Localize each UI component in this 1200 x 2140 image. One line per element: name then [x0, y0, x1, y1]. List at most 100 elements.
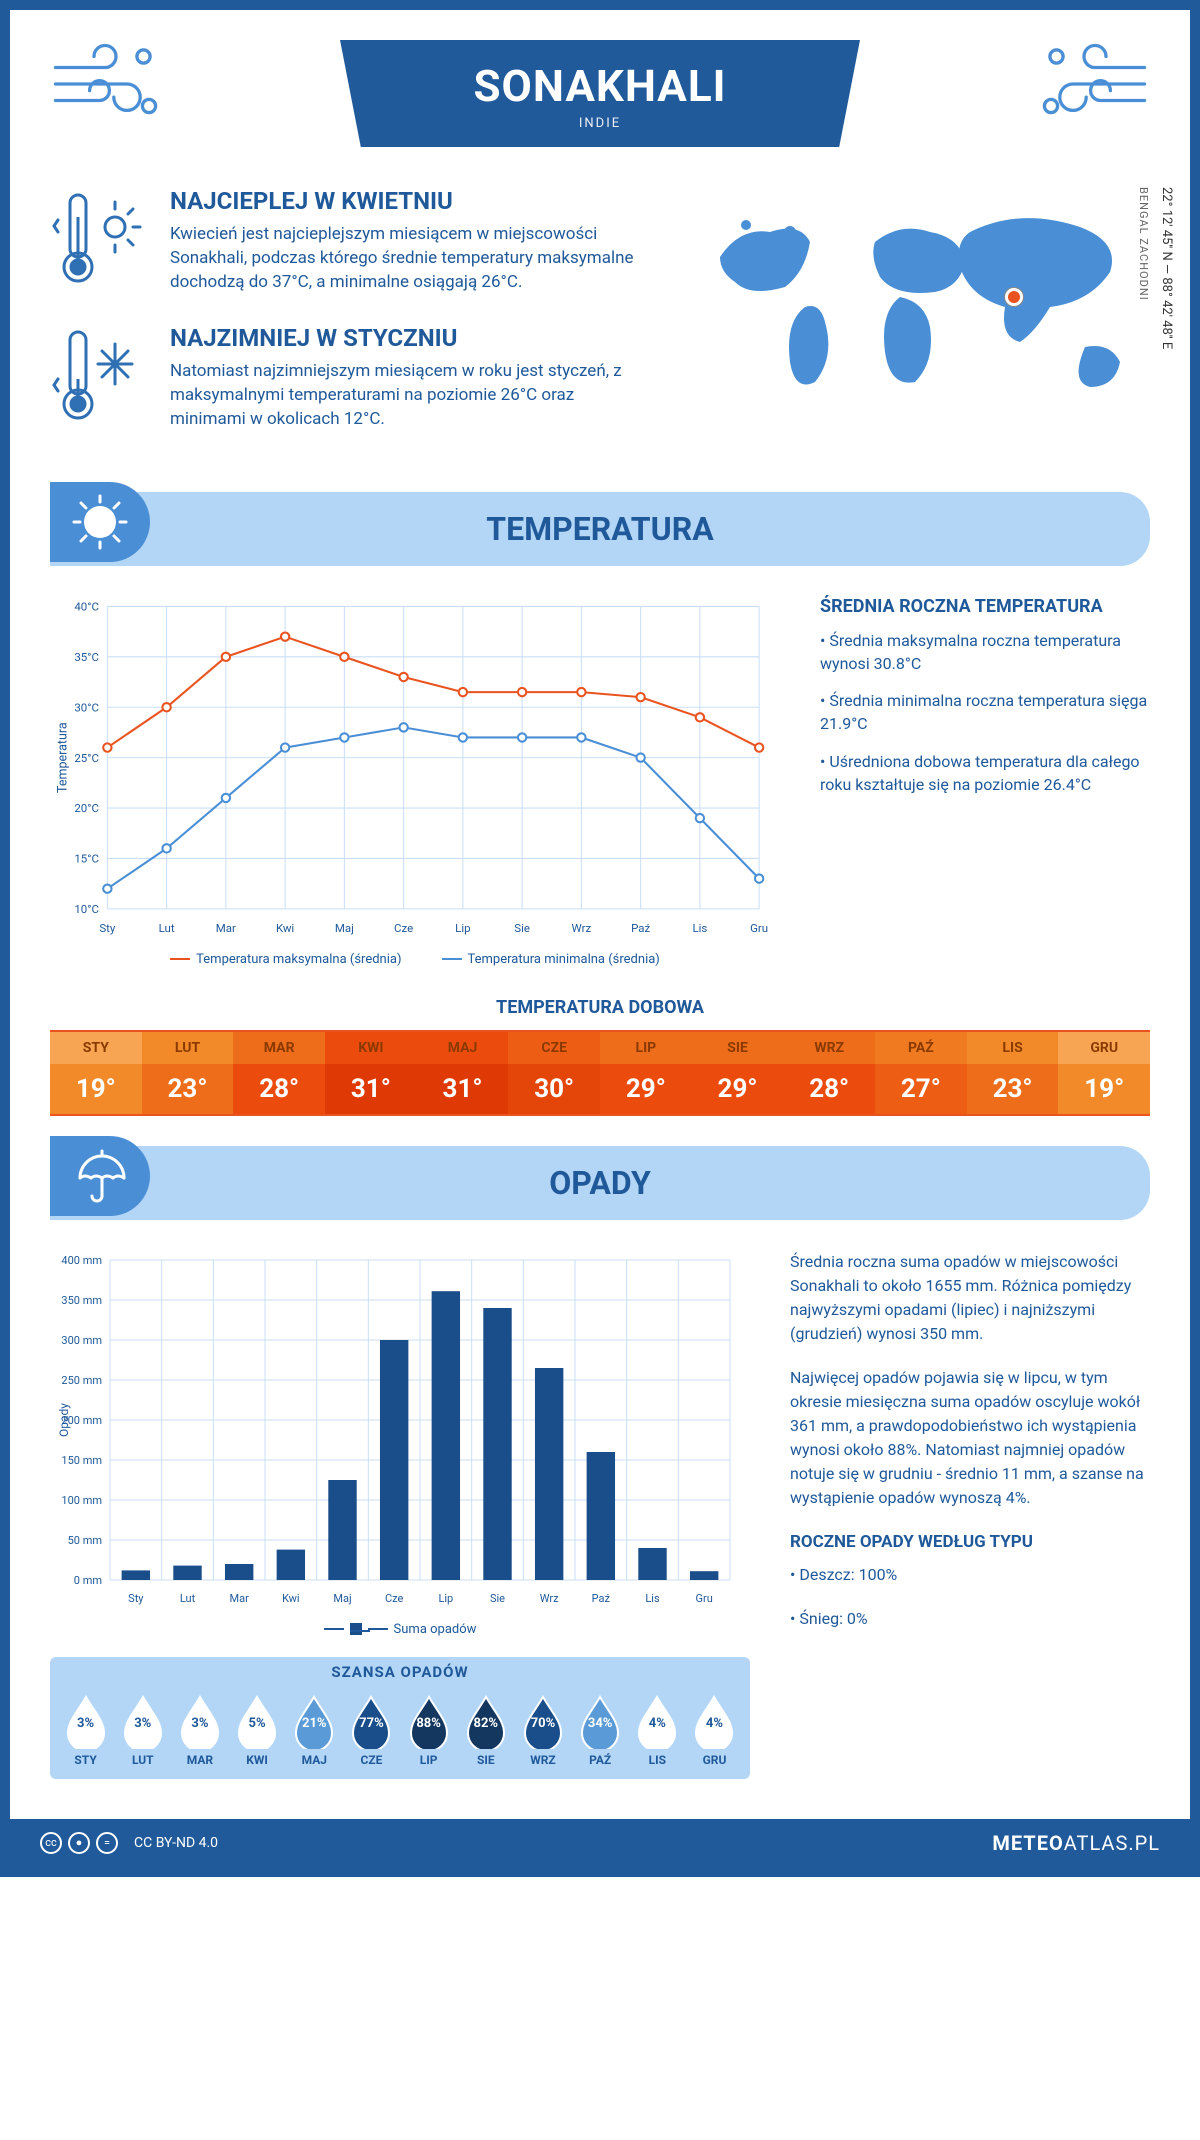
nd-icon: =: [96, 1832, 118, 1854]
svg-text:Sty: Sty: [99, 921, 116, 935]
svg-text:35°C: 35°C: [74, 650, 99, 664]
fact-cold-title: NAJZIMNIEJ W STYCZNIU: [170, 324, 650, 352]
szansa-col: 4% LIS: [630, 1695, 685, 1767]
precipitation-bar-chart: 0 mm50 mm100 mm150 mm200 mm250 mm300 mm3…: [50, 1250, 750, 1610]
umbrella-icon: [50, 1136, 150, 1216]
svg-text:25°C: 25°C: [74, 751, 99, 765]
svg-text:10°C: 10°C: [74, 902, 99, 916]
svg-text:Lip: Lip: [455, 921, 470, 935]
dobowa-col: LIS 23°: [967, 1032, 1059, 1114]
license-text: CC BY-ND 4.0: [134, 1835, 218, 1851]
dobowa-col: CZE 30°: [508, 1032, 600, 1114]
szansa-col: 5% KWI: [230, 1695, 285, 1767]
szansa-col: 3% LUT: [115, 1695, 170, 1767]
temp-summary: ŚREDNIA ROCZNA TEMPERATURA • Średnia mak…: [820, 596, 1150, 967]
sun-icon: [50, 482, 150, 562]
svg-text:400 mm: 400 mm: [61, 1254, 102, 1267]
country-subtitle: INDIE: [420, 116, 780, 131]
dobowa-col: WRZ 28°: [783, 1032, 875, 1114]
svg-text:Wrz: Wrz: [572, 921, 592, 935]
dobowa-col: LIP 29°: [600, 1032, 692, 1114]
szansa-col: 70% WRZ: [515, 1695, 570, 1767]
fact-hot-text: Kwiecień jest najcieplejszym miesiącem w…: [170, 223, 650, 294]
svg-text:Sty: Sty: [128, 1592, 144, 1605]
svg-text:Sie: Sie: [490, 1592, 505, 1605]
svg-text:Maj: Maj: [335, 921, 354, 935]
fact-coldest: NAJZIMNIEJ W STYCZNIU Natomiast najzimni…: [50, 324, 650, 431]
temp-legend: Temperatura maksymalna (średnia) Tempera…: [50, 952, 780, 967]
opady-legend: Suma opadów: [50, 1622, 750, 1637]
svg-text:Mar: Mar: [230, 1592, 250, 1605]
dobowa-col: SIE 29°: [692, 1032, 784, 1114]
svg-text:Gru: Gru: [750, 921, 768, 935]
header: SONAKHALI INDIE: [50, 10, 1150, 167]
szansa-col: 34% PAŹ: [573, 1695, 628, 1767]
svg-text:Lut: Lut: [180, 1592, 196, 1605]
svg-text:Lut: Lut: [159, 921, 175, 935]
szansa-col: 3% STY: [58, 1695, 113, 1767]
svg-text:50 mm: 50 mm: [68, 1534, 102, 1547]
cc-icon: cc: [40, 1832, 62, 1854]
svg-text:20°C: 20°C: [74, 801, 99, 815]
svg-text:Mar: Mar: [216, 921, 236, 935]
thermometer-hot-icon: [50, 187, 150, 287]
title-banner: SONAKHALI INDIE: [340, 40, 860, 147]
section-opady: OPADY: [50, 1146, 1150, 1220]
dobowa-title: TEMPERATURA DOBOWA: [50, 997, 1150, 1018]
svg-text:Cze: Cze: [385, 1592, 404, 1605]
szansa-col: 77% CZE: [344, 1695, 399, 1767]
dobowa-col: PAŹ 27°: [875, 1032, 967, 1114]
fact-hottest: NAJCIEPLEJ W KWIETNIU Kwiecień jest najc…: [50, 187, 650, 294]
szansa-col: 82% SIE: [458, 1695, 513, 1767]
dobowa-col: LUT 23°: [142, 1032, 234, 1114]
svg-text:Lis: Lis: [692, 921, 707, 935]
svg-text:Paź: Paź: [631, 921, 650, 935]
svg-text:30°C: 30°C: [74, 700, 99, 714]
dobowa-col: MAR 28°: [233, 1032, 325, 1114]
opady-summary: Średnia roczna suma opadów w miejscowośc…: [790, 1250, 1150, 1779]
svg-text:0 mm: 0 mm: [74, 1574, 102, 1587]
svg-text:Temperatura: Temperatura: [56, 722, 71, 793]
fact-hot-title: NAJCIEPLEJ W KWIETNIU: [170, 187, 650, 215]
svg-text:350 mm: 350 mm: [61, 1294, 102, 1307]
svg-text:40°C: 40°C: [74, 599, 99, 613]
thermometer-cold-icon: [50, 324, 150, 424]
szansa-col: 4% GRU: [687, 1695, 742, 1767]
svg-text:Opady: Opady: [57, 1403, 71, 1437]
by-icon: ●: [68, 1832, 90, 1854]
svg-text:Gru: Gru: [696, 1592, 713, 1605]
page-title: SONAKHALI: [420, 60, 780, 112]
footer: cc ● = CC BY-ND 4.0 METEOATLAS.PL: [10, 1819, 1190, 1867]
svg-text:Kwi: Kwi: [282, 1592, 300, 1605]
szansa-col: 3% MAR: [172, 1695, 227, 1767]
svg-text:Lis: Lis: [645, 1592, 660, 1605]
section-temperatura: TEMPERATURA: [50, 492, 1150, 566]
temperature-line-chart: 10°C 15°C 20°C 25°C 30°C 35°C 40°C Sty Lut Mar Kwi…: [50, 596, 780, 940]
dobowa-col: KWI 31°: [325, 1032, 417, 1114]
svg-text:100 mm: 100 mm: [61, 1494, 102, 1507]
svg-text:Sie: Sie: [514, 921, 530, 935]
coordinates: 22° 12' 45'' N — 88° 42' 48'' E: [1159, 187, 1174, 349]
wind-icon: [50, 40, 160, 130]
svg-text:150 mm: 150 mm: [61, 1454, 102, 1467]
svg-text:Cze: Cze: [394, 921, 413, 935]
brand: METEOATLAS.PL: [992, 1831, 1160, 1855]
svg-text:Maj: Maj: [333, 1592, 351, 1605]
szansa-col: 21% MAJ: [287, 1695, 342, 1767]
dobowa-col: MAJ 31°: [417, 1032, 509, 1114]
svg-text:Wrz: Wrz: [540, 1592, 559, 1605]
svg-text:300 mm: 300 mm: [61, 1334, 102, 1347]
szansa-panel: SZANSA OPADÓW 3% STY 3% LUT 3% MAR 5% KW…: [50, 1657, 750, 1779]
dobowa-col: STY 19°: [50, 1032, 142, 1114]
szansa-col: 88% LIP: [401, 1695, 456, 1767]
svg-text:250 mm: 250 mm: [61, 1374, 102, 1387]
world-map: [690, 187, 1150, 417]
svg-text:Lip: Lip: [438, 1592, 453, 1605]
svg-text:Paź: Paź: [592, 1592, 611, 1605]
svg-text:Kwi: Kwi: [276, 921, 294, 935]
wind-icon: [1040, 40, 1150, 130]
fact-cold-text: Natomiast najzimniejszym miesiącem w rok…: [170, 360, 650, 431]
svg-text:15°C: 15°C: [74, 851, 99, 865]
dobowa-col: GRU 19°: [1058, 1032, 1150, 1114]
daily-temp-table: STY 19° LUT 23° MAR 28° KWI 31° MAJ 31° …: [50, 1030, 1150, 1116]
